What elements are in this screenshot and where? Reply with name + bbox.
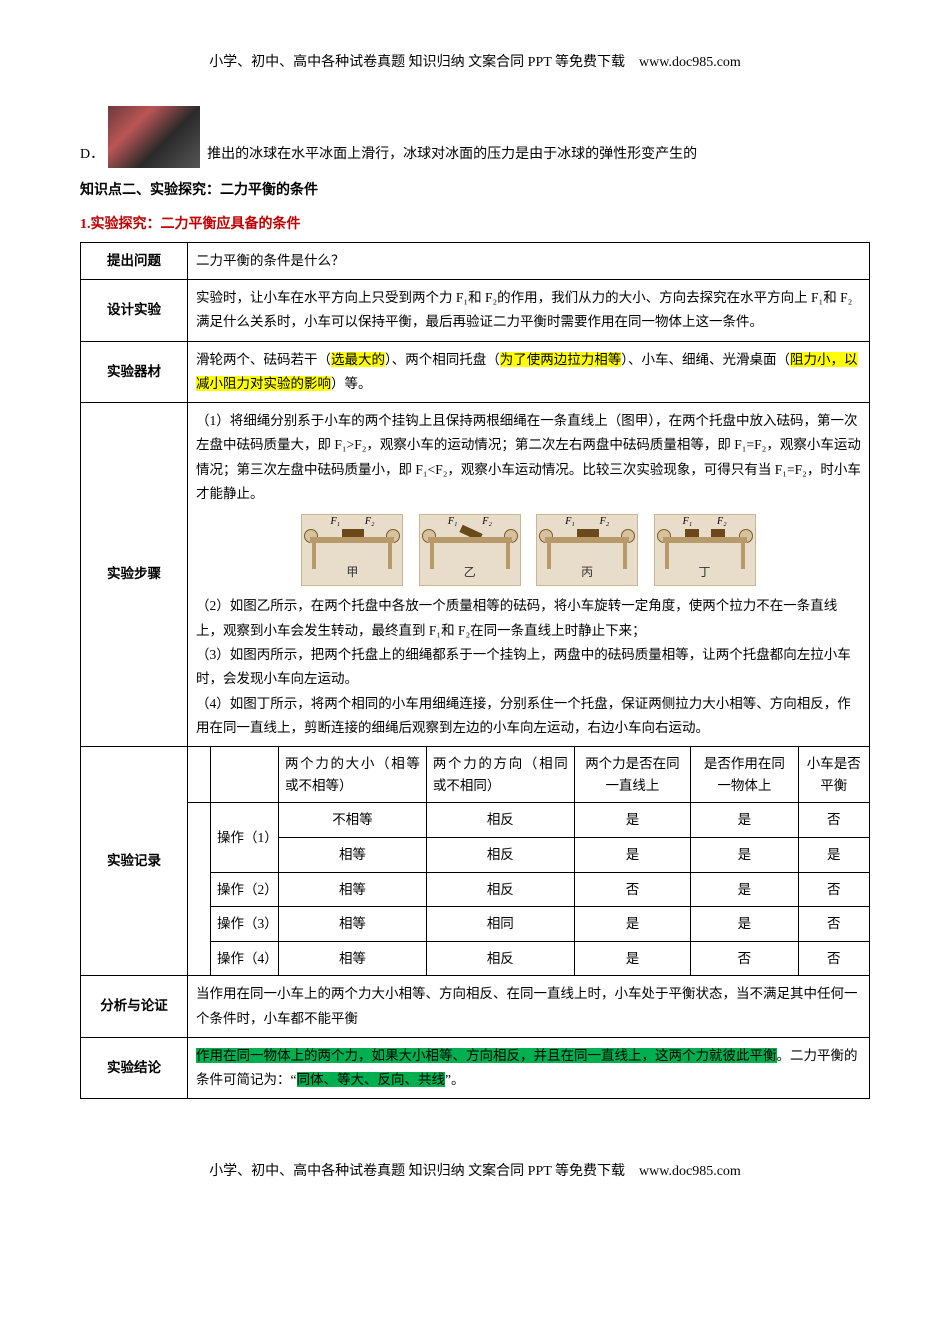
record-cell: 相等: [279, 941, 427, 975]
record-cell: 是: [574, 837, 690, 872]
step-paragraph: （2）如图乙所示，在两个托盘中各放一个质量相等的砝码，将小车旋转一定角度，使两个…: [196, 594, 861, 643]
record-cell: 操作（3）: [211, 907, 279, 942]
diagram-caption: 丙: [537, 562, 637, 584]
record-cell: 相等: [279, 837, 427, 872]
record-cell: [188, 803, 211, 975]
record-cell: 操作（1）: [211, 803, 279, 872]
record-cell: 相反: [426, 941, 574, 975]
record-cell: 不相等: [279, 803, 427, 838]
text-fragment: ）、小车、细绳、光滑桌面（: [621, 352, 790, 367]
sub-title: 1.实验探究：二力平衡应具备的条件: [80, 212, 870, 238]
record-cell: 是: [574, 803, 690, 838]
record-cell: 否: [798, 872, 869, 907]
record-cell: 相同: [426, 907, 574, 942]
record-cell: 相反: [426, 837, 574, 872]
record-cell: 是: [574, 907, 690, 942]
table-row: 分析与论证 当作用在同一小车上的两个力大小相等、方向相反、在同一直线上时，小车处…: [81, 976, 870, 1038]
row-body: 二力平衡的条件是什么？: [188, 242, 870, 279]
record-col: 两个力是否在同一直线上: [574, 747, 690, 803]
diagram-caption: 丁: [655, 562, 755, 584]
record-cell: 否: [574, 872, 690, 907]
table-row: 实验步骤 （1）将细绳分别系于小车的两个挂钩上且保持两根细绳在一条直线上（图甲）…: [81, 403, 870, 747]
table-row: 设计实验 实验时，让小车在水平方向上只受到两个力 F₁和 F₂的作用，我们从力的…: [81, 279, 870, 341]
table-row: 实验结论 作用在同一物体上的两个力，如果大小相等、方向相反，并且在同一直线上，这…: [81, 1037, 870, 1099]
record-col: 两个力的大小（相等或不相等）: [279, 747, 427, 803]
record-cell: 是: [691, 803, 798, 838]
step-paragraph: （3）如图丙所示，把两个托盘上的细绳都系于一个挂钩上，两盘中的砝码质量相等，让两…: [196, 643, 861, 692]
record-cell: 否: [798, 941, 869, 975]
diagram-caption: 甲: [302, 562, 402, 584]
record-cell: 相等: [279, 872, 427, 907]
record-cell: 操作（2）: [211, 872, 279, 907]
record-cell: 否: [798, 907, 869, 942]
record-cell: 是: [691, 872, 798, 907]
row-head: 实验步骤: [81, 403, 188, 747]
record-row: 操作（4） 相等 相反 是 否 否: [188, 941, 869, 975]
record-row: 操作（1） 不相等 相反 是 是 否: [188, 803, 869, 838]
row-body: 实验时，让小车在水平方向上只受到两个力 F₁和 F₂的作用，我们从力的大小、方向…: [188, 279, 870, 341]
page-header: 小学、初中、高中各种试卷真题 知识归纳 文案合同 PPT 等免费下载 www.d…: [80, 50, 870, 76]
table-row: 提出问题 二力平衡的条件是什么？: [81, 242, 870, 279]
option-d-image: [108, 106, 200, 168]
row-body: 滑轮两个、砝码若干（选最大的）、两个相同托盘（为了使两边拉力相等）、小车、细绳、…: [188, 341, 870, 403]
diagram-ding: F₁F₂ 丁: [654, 514, 756, 586]
highlight-text: 为了使两边拉力相等: [500, 352, 622, 367]
record-col: [211, 747, 279, 803]
row-head: 分析与论证: [81, 976, 188, 1038]
record-col: 是否作用在同一物体上: [691, 747, 798, 803]
step-paragraph: （1）将细绳分别系于小车的两个挂钩上且保持两根细绳在一条直线上（图甲），在两个托…: [196, 409, 861, 506]
row-head: 提出问题: [81, 242, 188, 279]
text-fragment: 滑轮两个、砝码若干（: [196, 352, 331, 367]
text-fragment: ”。: [445, 1072, 465, 1087]
record-row: 操作（3） 相等 相同 是 是 否: [188, 907, 869, 942]
diagram-bing: F₁F₂ 丙: [536, 514, 638, 586]
record-cell: 是: [574, 941, 690, 975]
record-cell: 相等: [279, 907, 427, 942]
option-d-label: D．: [80, 147, 104, 162]
record-cell: 相反: [426, 872, 574, 907]
row-body: 两个力的大小（相等或不相等） 两个力的方向（相同或不相同） 两个力是否在同一直线…: [188, 747, 870, 976]
record-cell: 是: [691, 907, 798, 942]
option-d-line: D． 推出的冰球在水平冰面上滑行，冰球对冰面的压力是由于冰球的弹性形变产生的: [80, 106, 870, 168]
highlight-text: 选最大的: [331, 352, 385, 367]
row-head: 设计实验: [81, 279, 188, 341]
text-fragment: ）、两个相同托盘（: [385, 352, 500, 367]
record-col: [188, 747, 211, 803]
diagram-row: F₁F₂ 甲 F₁F₂ 乙 F₁F₂: [196, 514, 861, 586]
row-head: 实验记录: [81, 747, 188, 976]
record-col: 小车是否平衡: [798, 747, 869, 803]
table-row: 实验器材 滑轮两个、砝码若干（选最大的）、两个相同托盘（为了使两边拉力相等）、小…: [81, 341, 870, 403]
diagram-jia: F₁F₂ 甲: [301, 514, 403, 586]
page-footer: 小学、初中、高中各种试卷真题 知识归纳 文案合同 PPT 等免费下载 www.d…: [80, 1159, 870, 1185]
text-fragment: ）等。: [331, 376, 372, 391]
record-row: 操作（2） 相等 相反 否 是 否: [188, 872, 869, 907]
record-row: 相等 相反 是 是 是: [188, 837, 869, 872]
row-body: 作用在同一物体上的两个力，如果大小相等、方向相反，并且在同一直线上，这两个力就彼…: [188, 1037, 870, 1099]
record-col: 两个力的方向（相同或不相同）: [426, 747, 574, 803]
record-header-row: 两个力的大小（相等或不相等） 两个力的方向（相同或不相同） 两个力是否在同一直线…: [188, 747, 869, 803]
row-head: 实验器材: [81, 341, 188, 403]
record-cell: 否: [798, 803, 869, 838]
highlight-green: 作用在同一物体上的两个力，如果大小相等、方向相反，并且在同一直线上，这两个力就彼…: [196, 1048, 777, 1063]
record-cell: 是: [798, 837, 869, 872]
record-cell: 相反: [426, 803, 574, 838]
record-table: 两个力的大小（相等或不相等） 两个力的方向（相同或不相同） 两个力是否在同一直线…: [188, 747, 869, 975]
row-body: （1）将细绳分别系于小车的两个挂钩上且保持两根细绳在一条直线上（图甲），在两个托…: [188, 403, 870, 747]
diagram-caption: 乙: [420, 562, 520, 584]
section-title: 知识点二、实验探究：二力平衡的条件: [80, 178, 870, 204]
record-cell: 操作（4）: [211, 941, 279, 975]
table-row: 实验记录 两个力的大小（相等或不相等） 两个力的方向（相同或不相同） 两个力是否…: [81, 747, 870, 976]
step-paragraph: （4）如图丁所示，将两个相同的小车用细绳连接，分别系住一个托盘，保证两侧拉力大小…: [196, 692, 861, 741]
diagram-yi: F₁F₂ 乙: [419, 514, 521, 586]
highlight-green: 同体、等大、反向、共线: [297, 1072, 446, 1087]
experiment-table: 提出问题 二力平衡的条件是什么？ 设计实验 实验时，让小车在水平方向上只受到两个…: [80, 242, 870, 1100]
record-cell: 否: [691, 941, 798, 975]
option-d-text: 推出的冰球在水平冰面上滑行，冰球对冰面的压力是由于冰球的弹性形变产生的: [207, 147, 697, 162]
record-cell: 是: [691, 837, 798, 872]
row-head: 实验结论: [81, 1037, 188, 1099]
row-body: 当作用在同一小车上的两个力大小相等、方向相反、在同一直线上时，小车处于平衡状态，…: [188, 976, 870, 1038]
